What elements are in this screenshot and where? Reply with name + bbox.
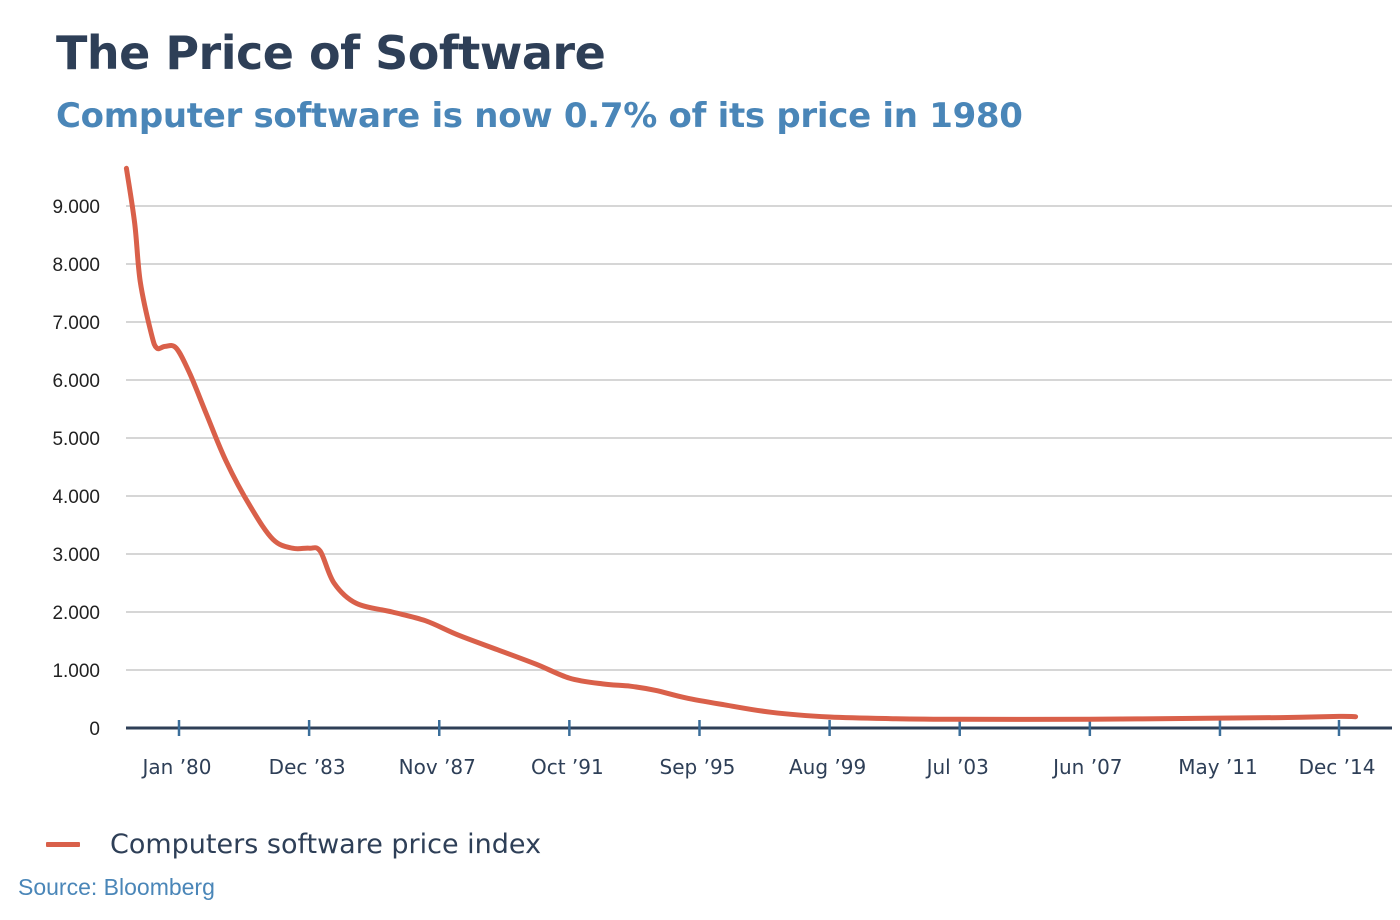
x-tick-label: Jul ’03 <box>925 755 989 779</box>
series-layer <box>123 165 1359 722</box>
x-tick-label: Nov ’87 <box>399 755 476 779</box>
y-tick-label: 9.000 <box>52 197 100 218</box>
source-note: Source: Bloomberg <box>18 874 215 900</box>
y-tick-label: 6.000 <box>52 371 100 392</box>
x-tick-label: Jan ’80 <box>141 755 212 779</box>
chart-subtitle: Computer software is now 0.7% of its pri… <box>56 96 1023 136</box>
y-tick-label: 7.000 <box>52 313 100 334</box>
x-tick-label: Jun ’07 <box>1051 755 1122 779</box>
y-tick-label: 3.000 <box>52 545 100 566</box>
x-tick-label: Aug ’99 <box>789 755 866 779</box>
legend-swatch <box>46 841 80 847</box>
x-tick-label: Sep ’95 <box>660 755 736 779</box>
x-tick-label: May ’11 <box>1178 755 1258 779</box>
x-tick-label: Dec ’83 <box>269 755 346 779</box>
y-tick-label: 5.000 <box>52 429 100 450</box>
gridlines <box>126 205 1392 671</box>
legend: Computers software price index <box>46 826 541 862</box>
y-tick-label: 0 <box>89 719 100 740</box>
y-tick-label: 1.000 <box>52 661 100 682</box>
legend-label: Computers software price index <box>110 828 542 860</box>
y-tick-label: 2.000 <box>52 603 100 624</box>
series-line-software-price-index <box>123 165 1359 722</box>
y-tick-label: 8.000 <box>52 255 100 276</box>
x-axis <box>126 720 1392 736</box>
y-tick-label: 4.000 <box>52 487 100 508</box>
y-axis-tick-labels: 0 1.000 2.000 3.000 4.000 5.000 6.000 7.000 8.00… <box>52 197 100 740</box>
chart-title: The Price of Software <box>56 26 606 80</box>
x-tick-label: Oct ’91 <box>531 755 604 779</box>
x-tick-label: Dec ’14 <box>1299 755 1376 779</box>
x-axis-tick-labels: Jan ’80 Dec ’83 Nov ’87 Oct ’91 Sep ’95 Aug ’… <box>141 755 1376 779</box>
